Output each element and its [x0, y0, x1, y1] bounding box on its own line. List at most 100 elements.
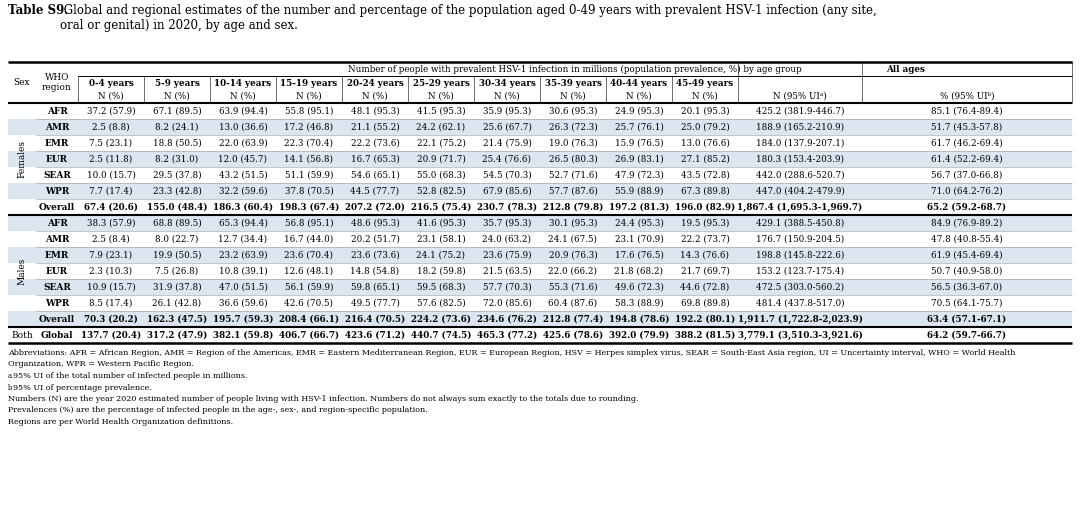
Text: 216.5 (75.4): 216.5 (75.4)	[410, 203, 471, 212]
Text: 48.1 (95.3): 48.1 (95.3)	[351, 106, 400, 115]
Text: 47.0 (51.5): 47.0 (51.5)	[218, 282, 268, 291]
Text: 15.9 (76.5): 15.9 (76.5)	[615, 139, 663, 148]
Text: 442.0 (288.6-520.7): 442.0 (288.6-520.7)	[756, 170, 845, 179]
Text: 22.2 (73.6): 22.2 (73.6)	[351, 139, 400, 148]
Text: 198.3 (67.4): 198.3 (67.4)	[279, 203, 339, 212]
Text: 1,911.7 (1,722.8-2,023.9): 1,911.7 (1,722.8-2,023.9)	[738, 314, 863, 324]
Text: 67.4 (20.6): 67.4 (20.6)	[84, 203, 138, 212]
Text: 425.2 (381.9-446.7): 425.2 (381.9-446.7)	[756, 106, 845, 115]
Text: 13.0 (36.6): 13.0 (36.6)	[218, 123, 268, 132]
Text: 7.7 (17.4): 7.7 (17.4)	[90, 187, 133, 196]
Text: N (%): N (%)	[428, 92, 454, 101]
Text: Regions are per World Health Organization definitions.: Regions are per World Health Organizatio…	[8, 418, 233, 426]
Text: 137.7 (20.4): 137.7 (20.4)	[81, 331, 141, 340]
Text: 465.3 (77.2): 465.3 (77.2)	[477, 331, 537, 340]
Text: N (%): N (%)	[98, 92, 124, 101]
Text: 22.2 (73.7): 22.2 (73.7)	[680, 234, 729, 243]
Text: 423.6 (71.2): 423.6 (71.2)	[345, 331, 405, 340]
Text: 10-14 years: 10-14 years	[215, 78, 271, 87]
Text: 196.0 (82.9): 196.0 (82.9)	[675, 203, 735, 212]
Text: 59.8 (65.1): 59.8 (65.1)	[351, 282, 400, 291]
Text: 7.9 (23.1): 7.9 (23.1)	[90, 251, 133, 260]
Text: 30.1 (95.3): 30.1 (95.3)	[549, 218, 597, 227]
Text: 14.8 (54.8): 14.8 (54.8)	[350, 267, 400, 276]
Text: 67.3 (89.8): 67.3 (89.8)	[680, 187, 729, 196]
Text: 22.0 (63.9): 22.0 (63.9)	[218, 139, 268, 148]
Text: 67.1 (89.5): 67.1 (89.5)	[152, 106, 201, 115]
Text: 36.6 (59.6): 36.6 (59.6)	[218, 298, 268, 307]
Text: 25.7 (76.1): 25.7 (76.1)	[615, 123, 663, 132]
Text: 35.9 (95.3): 35.9 (95.3)	[483, 106, 531, 115]
Text: 55.0 (68.3): 55.0 (68.3)	[417, 170, 465, 179]
Text: 195.7 (59.3): 195.7 (59.3)	[213, 315, 273, 324]
Text: 41.5 (95.3): 41.5 (95.3)	[417, 106, 465, 115]
Text: Females: Females	[17, 140, 27, 178]
Text: 25.6 (67.7): 25.6 (67.7)	[483, 123, 531, 132]
Text: 56.7 (37.0-66.8): 56.7 (37.0-66.8)	[931, 170, 1002, 179]
Text: 19.0 (76.3): 19.0 (76.3)	[549, 139, 597, 148]
Text: 22.1 (75.2): 22.1 (75.2)	[417, 139, 465, 148]
Text: 26.9 (83.1): 26.9 (83.1)	[615, 154, 663, 163]
Text: 55.9 (88.9): 55.9 (88.9)	[615, 187, 663, 196]
Text: 12.7 (34.4): 12.7 (34.4)	[218, 234, 268, 243]
Text: 65.3 (94.4): 65.3 (94.4)	[218, 218, 268, 227]
Text: 55.8 (95.1): 55.8 (95.1)	[285, 106, 334, 115]
Text: 44.5 (77.7): 44.5 (77.7)	[350, 187, 400, 196]
Bar	[8, 62, 1072, 390]
Text: 472.5 (303.0-560.2): 472.5 (303.0-560.2)	[756, 282, 845, 291]
Text: 162.3 (47.5): 162.3 (47.5)	[147, 315, 207, 324]
Text: 24.1 (67.5): 24.1 (67.5)	[549, 234, 597, 243]
Text: 24.2 (62.1): 24.2 (62.1)	[417, 123, 465, 132]
Text: 7.5 (23.1): 7.5 (23.1)	[90, 139, 133, 148]
Text: 23.6 (70.4): 23.6 (70.4)	[284, 251, 334, 260]
Text: 186.3 (60.4): 186.3 (60.4)	[213, 203, 273, 212]
Text: 56.8 (95.1): 56.8 (95.1)	[285, 218, 334, 227]
Text: 317.2 (47.9): 317.2 (47.9)	[147, 331, 207, 340]
Text: 52.7 (71.6): 52.7 (71.6)	[549, 170, 597, 179]
Text: 67.9 (85.6): 67.9 (85.6)	[483, 187, 531, 196]
Text: Abbreviations: AFR = African Region, AMR = Region of the Americas, EMR = Eastern: Abbreviations: AFR = African Region, AMR…	[8, 349, 1015, 357]
Text: 7.5 (26.8): 7.5 (26.8)	[156, 267, 199, 276]
Text: 61.7 (46.2-69.4): 61.7 (46.2-69.4)	[931, 139, 1003, 148]
Text: 1,867.4 (1,695.3-1,969.7): 1,867.4 (1,695.3-1,969.7)	[738, 203, 863, 212]
Bar	[8, 151, 1072, 167]
Text: 57.7 (87.6): 57.7 (87.6)	[549, 187, 597, 196]
Text: WHO
region: WHO region	[42, 73, 72, 92]
Text: 208.4 (66.1): 208.4 (66.1)	[279, 315, 339, 324]
Text: 21.7 (69.7): 21.7 (69.7)	[680, 267, 729, 276]
Text: 56.5 (36.3-67.0): 56.5 (36.3-67.0)	[931, 282, 1002, 291]
Text: N (95% UIᵃ): N (95% UIᵃ)	[773, 92, 827, 101]
Text: 24.0 (63.2): 24.0 (63.2)	[483, 234, 531, 243]
Text: 61.4 (52.2-69.4): 61.4 (52.2-69.4)	[931, 154, 1003, 163]
Bar	[8, 215, 1072, 231]
Text: 21.1 (55.2): 21.1 (55.2)	[351, 123, 400, 132]
Text: 30.6 (95.3): 30.6 (95.3)	[549, 106, 597, 115]
Text: 23.1 (58.1): 23.1 (58.1)	[417, 234, 465, 243]
Text: 20.9 (76.3): 20.9 (76.3)	[549, 251, 597, 260]
Text: 192.2 (80.1): 192.2 (80.1)	[675, 315, 735, 324]
Text: 37.8 (70.5): 37.8 (70.5)	[285, 187, 334, 196]
Text: 382.1 (59.8): 382.1 (59.8)	[213, 331, 273, 340]
Text: 51.1 (59.9): 51.1 (59.9)	[285, 170, 334, 179]
Text: 224.2 (73.6): 224.2 (73.6)	[411, 315, 471, 324]
Text: 10.8 (39.1): 10.8 (39.1)	[218, 267, 268, 276]
Text: 23.6 (75.9): 23.6 (75.9)	[483, 251, 531, 260]
Text: Global: Global	[41, 331, 73, 340]
Text: EUR: EUR	[46, 267, 68, 276]
Text: 25-29 years: 25-29 years	[413, 78, 470, 87]
Text: 19.9 (50.5): 19.9 (50.5)	[152, 251, 201, 260]
Text: 24.9 (95.3): 24.9 (95.3)	[615, 106, 663, 115]
Text: 3,779.1 (3,510.3-3,921.6): 3,779.1 (3,510.3-3,921.6)	[738, 331, 863, 340]
Text: 68.8 (89.5): 68.8 (89.5)	[152, 218, 201, 227]
Text: Overall: Overall	[39, 203, 76, 212]
Text: N (%): N (%)	[692, 92, 718, 101]
Text: N (%): N (%)	[164, 92, 190, 101]
Text: 14.1 (56.8): 14.1 (56.8)	[284, 154, 334, 163]
Text: 16.7 (44.0): 16.7 (44.0)	[284, 234, 334, 243]
Text: 2.5 (8.4): 2.5 (8.4)	[92, 234, 130, 243]
Text: 17.6 (76.5): 17.6 (76.5)	[615, 251, 663, 260]
Text: 388.2 (81.5): 388.2 (81.5)	[675, 331, 735, 340]
Text: 13.0 (76.6): 13.0 (76.6)	[680, 139, 729, 148]
Text: 47.8 (40.8-55.4): 47.8 (40.8-55.4)	[931, 234, 1003, 243]
Text: 49.6 (72.3): 49.6 (72.3)	[615, 282, 663, 291]
